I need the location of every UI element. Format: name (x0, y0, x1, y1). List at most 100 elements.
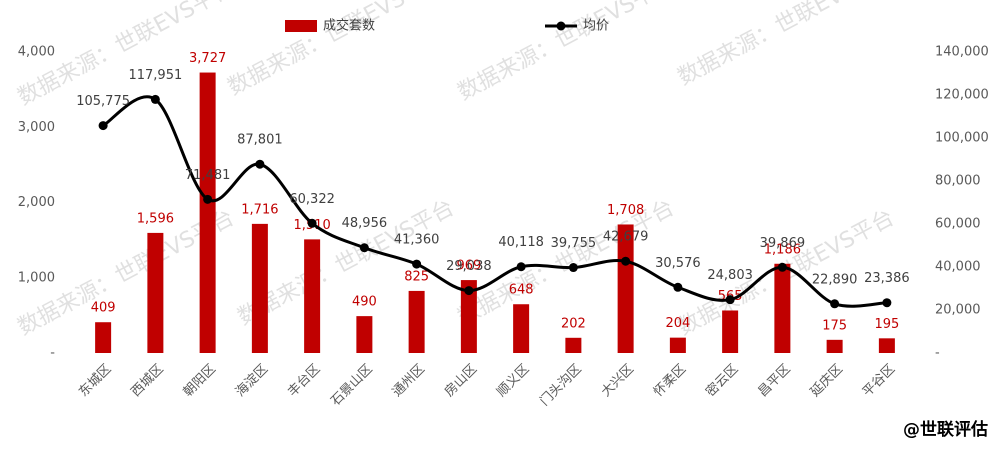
bar-value-label: 969 (456, 259, 481, 274)
line-point (464, 286, 474, 296)
line-value-label: 30,576 (655, 256, 701, 271)
bar (722, 310, 739, 353)
x-tick-label: 顺义区 (494, 362, 532, 400)
line-point (203, 194, 213, 204)
line-value-label: 23,386 (864, 271, 910, 286)
bar-value-label: 175 (822, 318, 847, 333)
line-value-label: 40,118 (498, 235, 544, 250)
y2-tick-label: 100,000 (935, 131, 989, 146)
x-tick-label: 门头沟区 (537, 362, 584, 409)
bar-value-label: 202 (561, 316, 586, 331)
line-point (255, 159, 265, 169)
y2-tick-label: - (935, 346, 940, 361)
line-point (621, 256, 631, 266)
bar (617, 224, 634, 353)
bar-value-label: 3,727 (189, 51, 226, 66)
bar (147, 232, 164, 353)
line-value-label: 117,951 (128, 68, 182, 83)
bar (826, 339, 843, 353)
bar-value-label: 1,596 (137, 211, 174, 226)
line-value-label: 39,869 (760, 236, 806, 251)
legend-swatch (285, 20, 317, 32)
y2-tick-label: 140,000 (935, 45, 989, 60)
line-value-label: 105,775 (76, 94, 130, 109)
x-tick-label: 平谷区 (860, 362, 898, 400)
watermark: 数据来源：世联EVS平台 (674, 0, 898, 91)
line-point (359, 243, 369, 253)
y2-tick-label: 20,000 (935, 303, 981, 318)
legend-label: 均价 (583, 19, 609, 34)
line-value-label: 87,801 (237, 133, 283, 148)
line-value-label: 29,038 (446, 259, 492, 274)
line-value-label: 42,679 (603, 230, 649, 245)
bar-value-label: 409 (91, 301, 116, 316)
line-point (725, 295, 735, 305)
line-point (412, 259, 422, 269)
y-tick-label: 1,000 (18, 270, 55, 285)
bar (565, 337, 582, 353)
watermark: 数据来源：世联EVS平台 (454, 0, 678, 106)
bar (878, 338, 895, 353)
line-point (568, 263, 578, 273)
bar (669, 337, 686, 353)
line-point (673, 282, 683, 292)
x-tick-label: 昌平区 (755, 362, 793, 400)
x-tick-label: 大兴区 (599, 362, 637, 400)
x-tick-label: 怀柔区 (651, 362, 689, 400)
x-tick-label: 延庆区 (808, 362, 846, 400)
line-point (777, 262, 787, 272)
y2-tick-label: 40,000 (935, 260, 981, 275)
bar-value-label: 204 (665, 316, 690, 331)
legend-swatch (556, 21, 566, 31)
line-value-label: 39,755 (551, 236, 597, 251)
x-tick-label: 石景山区 (328, 362, 375, 409)
bar (199, 72, 216, 354)
line-point (98, 121, 108, 131)
x-tick-label: 海淀区 (233, 362, 271, 400)
footer: @世联评估 (903, 419, 988, 440)
watermark: 数据来源：世联EVS平台 (224, 0, 448, 101)
bar (356, 316, 373, 353)
y-tick-label: 4,000 (18, 45, 55, 60)
bar-value-label: 195 (874, 317, 899, 332)
bar (304, 239, 321, 353)
x-tick-label: 房山区 (441, 361, 480, 400)
x-tick-label: 通州区 (390, 362, 428, 400)
y-tick-label: 2,000 (18, 195, 55, 210)
line-value-label: 71,481 (185, 168, 231, 183)
y-tick-label: - (50, 346, 55, 361)
bar-value-label: 1,708 (607, 203, 644, 218)
line-value-label: 41,360 (394, 233, 440, 248)
line-point (307, 218, 317, 228)
line-point (150, 94, 160, 104)
line-point (516, 262, 526, 272)
y-tick-label: 3,000 (18, 120, 55, 135)
bar (774, 263, 791, 353)
bar-value-label: 825 (404, 269, 429, 284)
bar (95, 322, 112, 353)
legend-label: 成交套数 (323, 18, 375, 34)
x-tick-label: 朝阳区 (181, 362, 219, 400)
x-tick-label: 密云区 (703, 361, 742, 400)
line-point (830, 299, 840, 309)
bar (408, 290, 425, 353)
y2-tick-label: 60,000 (935, 217, 981, 232)
y2-tick-label: 80,000 (935, 174, 981, 189)
bar (513, 304, 530, 353)
bar (460, 280, 477, 353)
line-value-label: 22,890 (812, 272, 858, 287)
x-tick-label: 丰台区 (285, 362, 323, 400)
line-value-label: 48,956 (342, 216, 388, 231)
line-value-label: 60,322 (289, 192, 335, 207)
line-value-label: 24,803 (707, 268, 753, 283)
bar-value-label: 648 (509, 283, 534, 298)
bar-value-label: 1,186 (764, 242, 801, 257)
bar-value-label: 1,716 (241, 202, 278, 217)
line (102, 95, 887, 308)
line-point (882, 298, 892, 308)
bar-value-label: 490 (352, 295, 377, 310)
x-tick-label: 西城区 (128, 362, 166, 400)
y2-tick-label: 120,000 (935, 88, 989, 103)
bar (251, 223, 268, 353)
